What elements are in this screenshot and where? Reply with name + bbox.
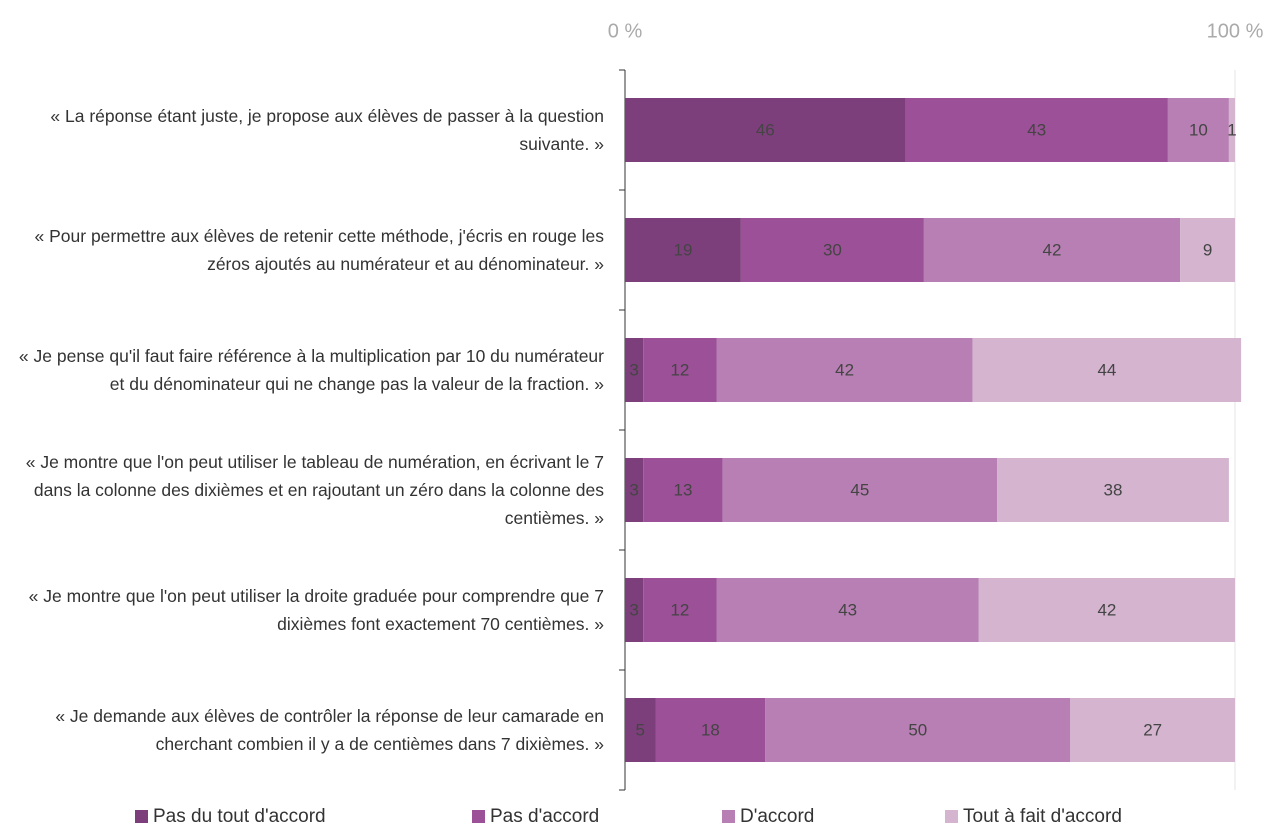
data-label: 3 bbox=[629, 480, 638, 499]
data-label: 42 bbox=[1097, 600, 1116, 619]
data-label: 42 bbox=[1043, 240, 1062, 259]
data-label: 46 bbox=[756, 120, 775, 139]
data-label: 27 bbox=[1143, 720, 1162, 739]
bar-segment bbox=[643, 458, 723, 522]
bar-segment bbox=[978, 578, 1235, 642]
bar-segment bbox=[1167, 98, 1229, 162]
data-label: 12 bbox=[670, 360, 689, 379]
data-label: 9 bbox=[1203, 240, 1212, 259]
bar-segment bbox=[625, 98, 906, 162]
data-label: 12 bbox=[670, 600, 689, 619]
bar-segment bbox=[740, 218, 924, 282]
bar-segment bbox=[1180, 218, 1235, 282]
legend-label: D'accord bbox=[740, 806, 814, 827]
data-label: 10 bbox=[1189, 120, 1208, 139]
bar-segment bbox=[625, 338, 644, 402]
legend-swatch bbox=[472, 810, 485, 823]
legend-swatch bbox=[945, 810, 958, 823]
data-label: 3 bbox=[629, 360, 638, 379]
legend-label: Pas du tout d'accord bbox=[153, 806, 326, 827]
bar-segment bbox=[716, 338, 973, 402]
data-label: 1 bbox=[1227, 120, 1236, 139]
category-label: « Pour permettre aux élèves de retenir c… bbox=[34, 226, 604, 274]
bar-segment bbox=[765, 698, 1071, 762]
x-tick-label: 100 % bbox=[1207, 20, 1264, 42]
data-label: 19 bbox=[673, 240, 692, 259]
data-label: 43 bbox=[1027, 120, 1046, 139]
bar-segment bbox=[905, 98, 1168, 162]
bar-segment bbox=[997, 458, 1229, 522]
category-label: « La réponse étant juste, je propose aux… bbox=[50, 106, 604, 154]
legend-label: Pas d'accord bbox=[490, 806, 599, 827]
category-label: « Je montre que l'on peut utiliser le ta… bbox=[25, 452, 604, 528]
bar-segment bbox=[625, 578, 644, 642]
legend-label: Tout à fait d'accord bbox=[963, 806, 1122, 827]
data-label: 5 bbox=[636, 720, 645, 739]
data-label: 45 bbox=[850, 480, 869, 499]
bar-segment bbox=[716, 578, 979, 642]
bar-segment bbox=[1228, 98, 1235, 162]
bar-segment bbox=[1070, 698, 1235, 762]
category-label: « Je montre que l'on peut utiliser la dr… bbox=[28, 586, 604, 634]
data-label: 43 bbox=[838, 600, 857, 619]
legend-swatch bbox=[722, 810, 735, 823]
bar-segment bbox=[625, 698, 656, 762]
data-label: 50 bbox=[908, 720, 927, 739]
data-label: 18 bbox=[701, 720, 720, 739]
bar-segment bbox=[972, 338, 1242, 402]
bar-segment bbox=[923, 218, 1181, 282]
legend-swatch bbox=[135, 810, 148, 823]
bar-segment bbox=[643, 338, 717, 402]
data-label: 38 bbox=[1104, 480, 1123, 499]
bar-segment bbox=[655, 698, 766, 762]
category-label: « Je pense qu'il faut faire référence à … bbox=[18, 346, 604, 394]
bar-segment bbox=[643, 578, 717, 642]
data-label: 13 bbox=[673, 480, 692, 499]
bar-segment bbox=[722, 458, 998, 522]
bar-segment bbox=[625, 218, 741, 282]
x-tick-label: 0 % bbox=[608, 20, 643, 42]
data-label: 3 bbox=[629, 600, 638, 619]
category-label: « Je demande aux élèves de contrôler la … bbox=[55, 706, 604, 754]
data-label: 42 bbox=[835, 360, 854, 379]
data-label: 44 bbox=[1097, 360, 1116, 379]
data-label: 30 bbox=[823, 240, 842, 259]
bar-segment bbox=[625, 458, 644, 522]
